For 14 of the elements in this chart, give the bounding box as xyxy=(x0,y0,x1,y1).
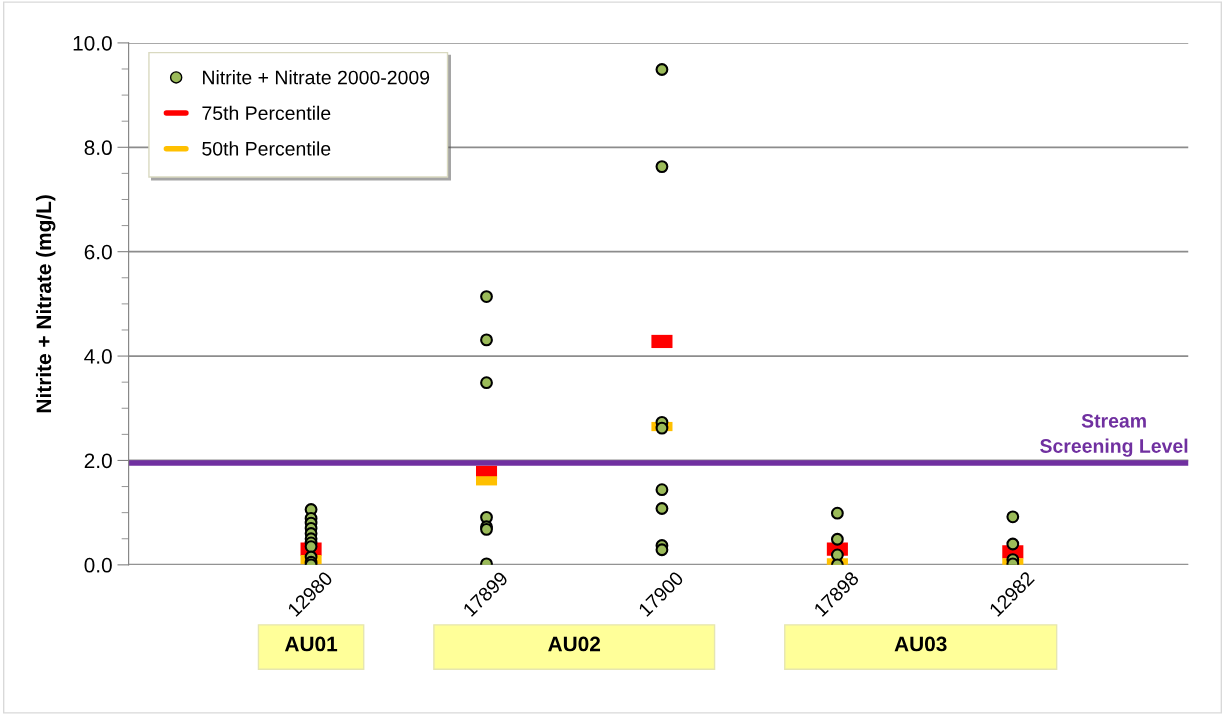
legend-label: 50th Percentile xyxy=(202,141,331,156)
text: AU03 xyxy=(894,636,947,652)
y-tick-label: 0.0 xyxy=(84,557,112,573)
y-tick-label: 8.0 xyxy=(84,140,112,156)
y-tick-label: 2.0 xyxy=(84,453,112,469)
y-axis-title: Nitrite + Nitrate (mg/L) xyxy=(35,195,56,413)
y-tick-label: 6.0 xyxy=(84,244,112,260)
text: AU01 xyxy=(284,636,338,652)
text: AU02 xyxy=(548,636,601,652)
legend-label: Nitrite + Nitrate 2000-2009 xyxy=(203,70,430,85)
legend-label: 75th Percentile xyxy=(202,105,331,121)
y-tick-label: 4.0 xyxy=(84,349,112,364)
y-tick-label: 10.0 xyxy=(73,35,112,51)
ref-line-label: Stream Screening Level xyxy=(1040,413,1188,457)
